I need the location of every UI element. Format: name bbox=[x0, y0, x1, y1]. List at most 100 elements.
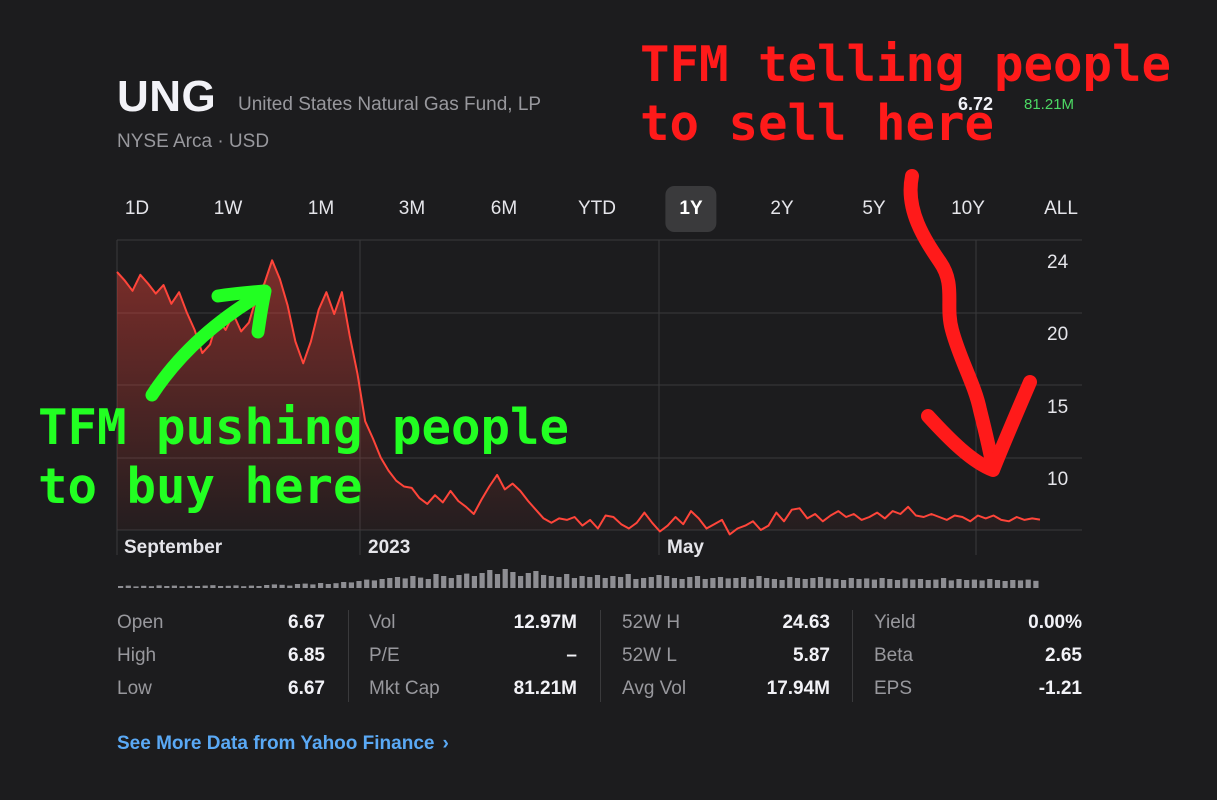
volume-bar bbox=[271, 584, 277, 588]
volume-bar bbox=[656, 575, 662, 588]
volume-bar bbox=[748, 579, 754, 588]
stat-label: Yield bbox=[874, 612, 916, 633]
volume-bar bbox=[687, 577, 693, 588]
volume-bar bbox=[264, 585, 270, 588]
chevron-right-icon: › bbox=[442, 733, 449, 754]
stat-value: – bbox=[566, 645, 577, 666]
volume-bar bbox=[194, 586, 201, 588]
stat-value: 81.21M bbox=[513, 678, 577, 699]
volume-bar bbox=[556, 577, 562, 588]
stat-low: Low 6.67 bbox=[117, 672, 325, 705]
volume-bar bbox=[917, 579, 924, 588]
volume-bar bbox=[710, 578, 716, 588]
x-tick-label: September bbox=[124, 537, 223, 558]
volume-bar bbox=[479, 573, 485, 588]
volume-bar bbox=[994, 580, 1001, 588]
volume-bar bbox=[679, 579, 685, 588]
volume-bar bbox=[402, 578, 408, 588]
stats-divider bbox=[852, 610, 853, 702]
stat-value: -1.21 bbox=[1038, 678, 1082, 699]
volume-bar bbox=[533, 571, 539, 588]
yahoo-link-label: See More Data from Yahoo Finance bbox=[117, 733, 435, 754]
yahoo-finance-link[interactable]: See More Data from Yahoo Finance › bbox=[117, 733, 449, 755]
volume-bar bbox=[171, 585, 177, 588]
tab-all[interactable]: ALL bbox=[1044, 198, 1078, 219]
volume-bar bbox=[817, 577, 824, 588]
volume-bar bbox=[364, 579, 370, 588]
volume-bar bbox=[810, 578, 816, 588]
volume-bar bbox=[341, 582, 347, 588]
volume-bar bbox=[241, 586, 247, 588]
volume-bar bbox=[717, 577, 724, 588]
volume-bar bbox=[179, 586, 185, 588]
volume-bar bbox=[133, 586, 139, 588]
volume-bar bbox=[618, 577, 624, 588]
tab-1y[interactable]: 1Y bbox=[665, 186, 717, 232]
stats-column: Yield 0.00% Beta 2.65 EPS -1.21 bbox=[874, 606, 1082, 705]
volume-bar bbox=[925, 580, 931, 588]
stat-52w-high: 52W H 24.63 bbox=[622, 606, 830, 639]
stat-52w-low: 52W L 5.87 bbox=[622, 639, 830, 672]
volume-bar bbox=[410, 576, 416, 588]
volume-bar bbox=[541, 575, 547, 588]
ticker-symbol: UNG bbox=[117, 72, 217, 121]
stat-high: High 6.85 bbox=[117, 639, 325, 672]
annotation-line: TFM pushing people bbox=[38, 399, 570, 456]
volume-bar bbox=[794, 578, 801, 588]
volume-bar bbox=[579, 576, 585, 588]
stat-label: 52W L bbox=[622, 645, 677, 666]
tab-3m[interactable]: 3M bbox=[398, 198, 426, 219]
stat-pe: P/E – bbox=[369, 639, 577, 672]
x-tick-label: May bbox=[667, 537, 704, 558]
volume-bar bbox=[571, 578, 577, 588]
volume-bar bbox=[933, 579, 939, 588]
tab-5y[interactable]: 5Y bbox=[862, 198, 886, 219]
volume-bar bbox=[648, 577, 654, 588]
volume-bar bbox=[141, 585, 147, 588]
volume-bar bbox=[464, 573, 470, 588]
stat-label: Open bbox=[117, 612, 164, 633]
tab-1m[interactable]: 1M bbox=[307, 198, 335, 219]
stat-label: EPS bbox=[874, 678, 913, 699]
volume-bar bbox=[625, 574, 631, 588]
annotation-line: to sell here bbox=[640, 95, 995, 152]
volume-bar bbox=[879, 578, 885, 588]
tab-6m[interactable]: 6M bbox=[490, 198, 518, 219]
tab-1d[interactable]: 1D bbox=[124, 198, 150, 219]
header-market-cap: 81.21M bbox=[1024, 96, 1075, 113]
tab-1w[interactable]: 1W bbox=[213, 198, 243, 219]
volume-bar bbox=[302, 583, 308, 588]
stat-yield: Yield 0.00% bbox=[874, 606, 1082, 639]
stat-value: 2.65 bbox=[1045, 645, 1082, 666]
key-stats: Open 6.67 High 6.85 Low 6.67 Vol 12.97M … bbox=[117, 606, 1082, 706]
volume-bar bbox=[441, 576, 447, 588]
stat-volume: Vol 12.97M bbox=[369, 606, 577, 639]
volume-bar bbox=[494, 574, 501, 588]
stats-column: Open 6.67 High 6.85 Low 6.67 bbox=[117, 606, 325, 705]
stat-eps: EPS -1.21 bbox=[874, 672, 1082, 705]
stat-open: Open 6.67 bbox=[117, 606, 325, 639]
volume-bar bbox=[387, 578, 393, 588]
volume-bar bbox=[510, 572, 516, 588]
volume-bar bbox=[848, 578, 854, 588]
volume-bar bbox=[594, 575, 601, 588]
stat-label: Mkt Cap bbox=[369, 678, 440, 699]
volume-bar bbox=[471, 576, 477, 588]
volume-bar bbox=[587, 577, 593, 588]
volume-bar bbox=[225, 585, 231, 588]
volume-bar bbox=[1010, 580, 1016, 588]
stat-value: 6.67 bbox=[288, 612, 325, 633]
volume-bar bbox=[187, 585, 193, 588]
volume-bar bbox=[756, 576, 762, 588]
volume-bar bbox=[941, 578, 947, 588]
tab-2y[interactable]: 2Y bbox=[770, 198, 794, 219]
stat-label: Vol bbox=[369, 612, 396, 633]
stat-label: Beta bbox=[874, 645, 914, 666]
volume-bar bbox=[394, 577, 401, 588]
volume-bars bbox=[118, 569, 1039, 588]
stat-beta: Beta 2.65 bbox=[874, 639, 1082, 672]
tab-ytd[interactable]: YTD bbox=[578, 198, 616, 219]
price-chart[interactable]: 24 20 15 10 September 2023 May bbox=[0, 0, 1217, 600]
volume-bar bbox=[694, 576, 701, 588]
